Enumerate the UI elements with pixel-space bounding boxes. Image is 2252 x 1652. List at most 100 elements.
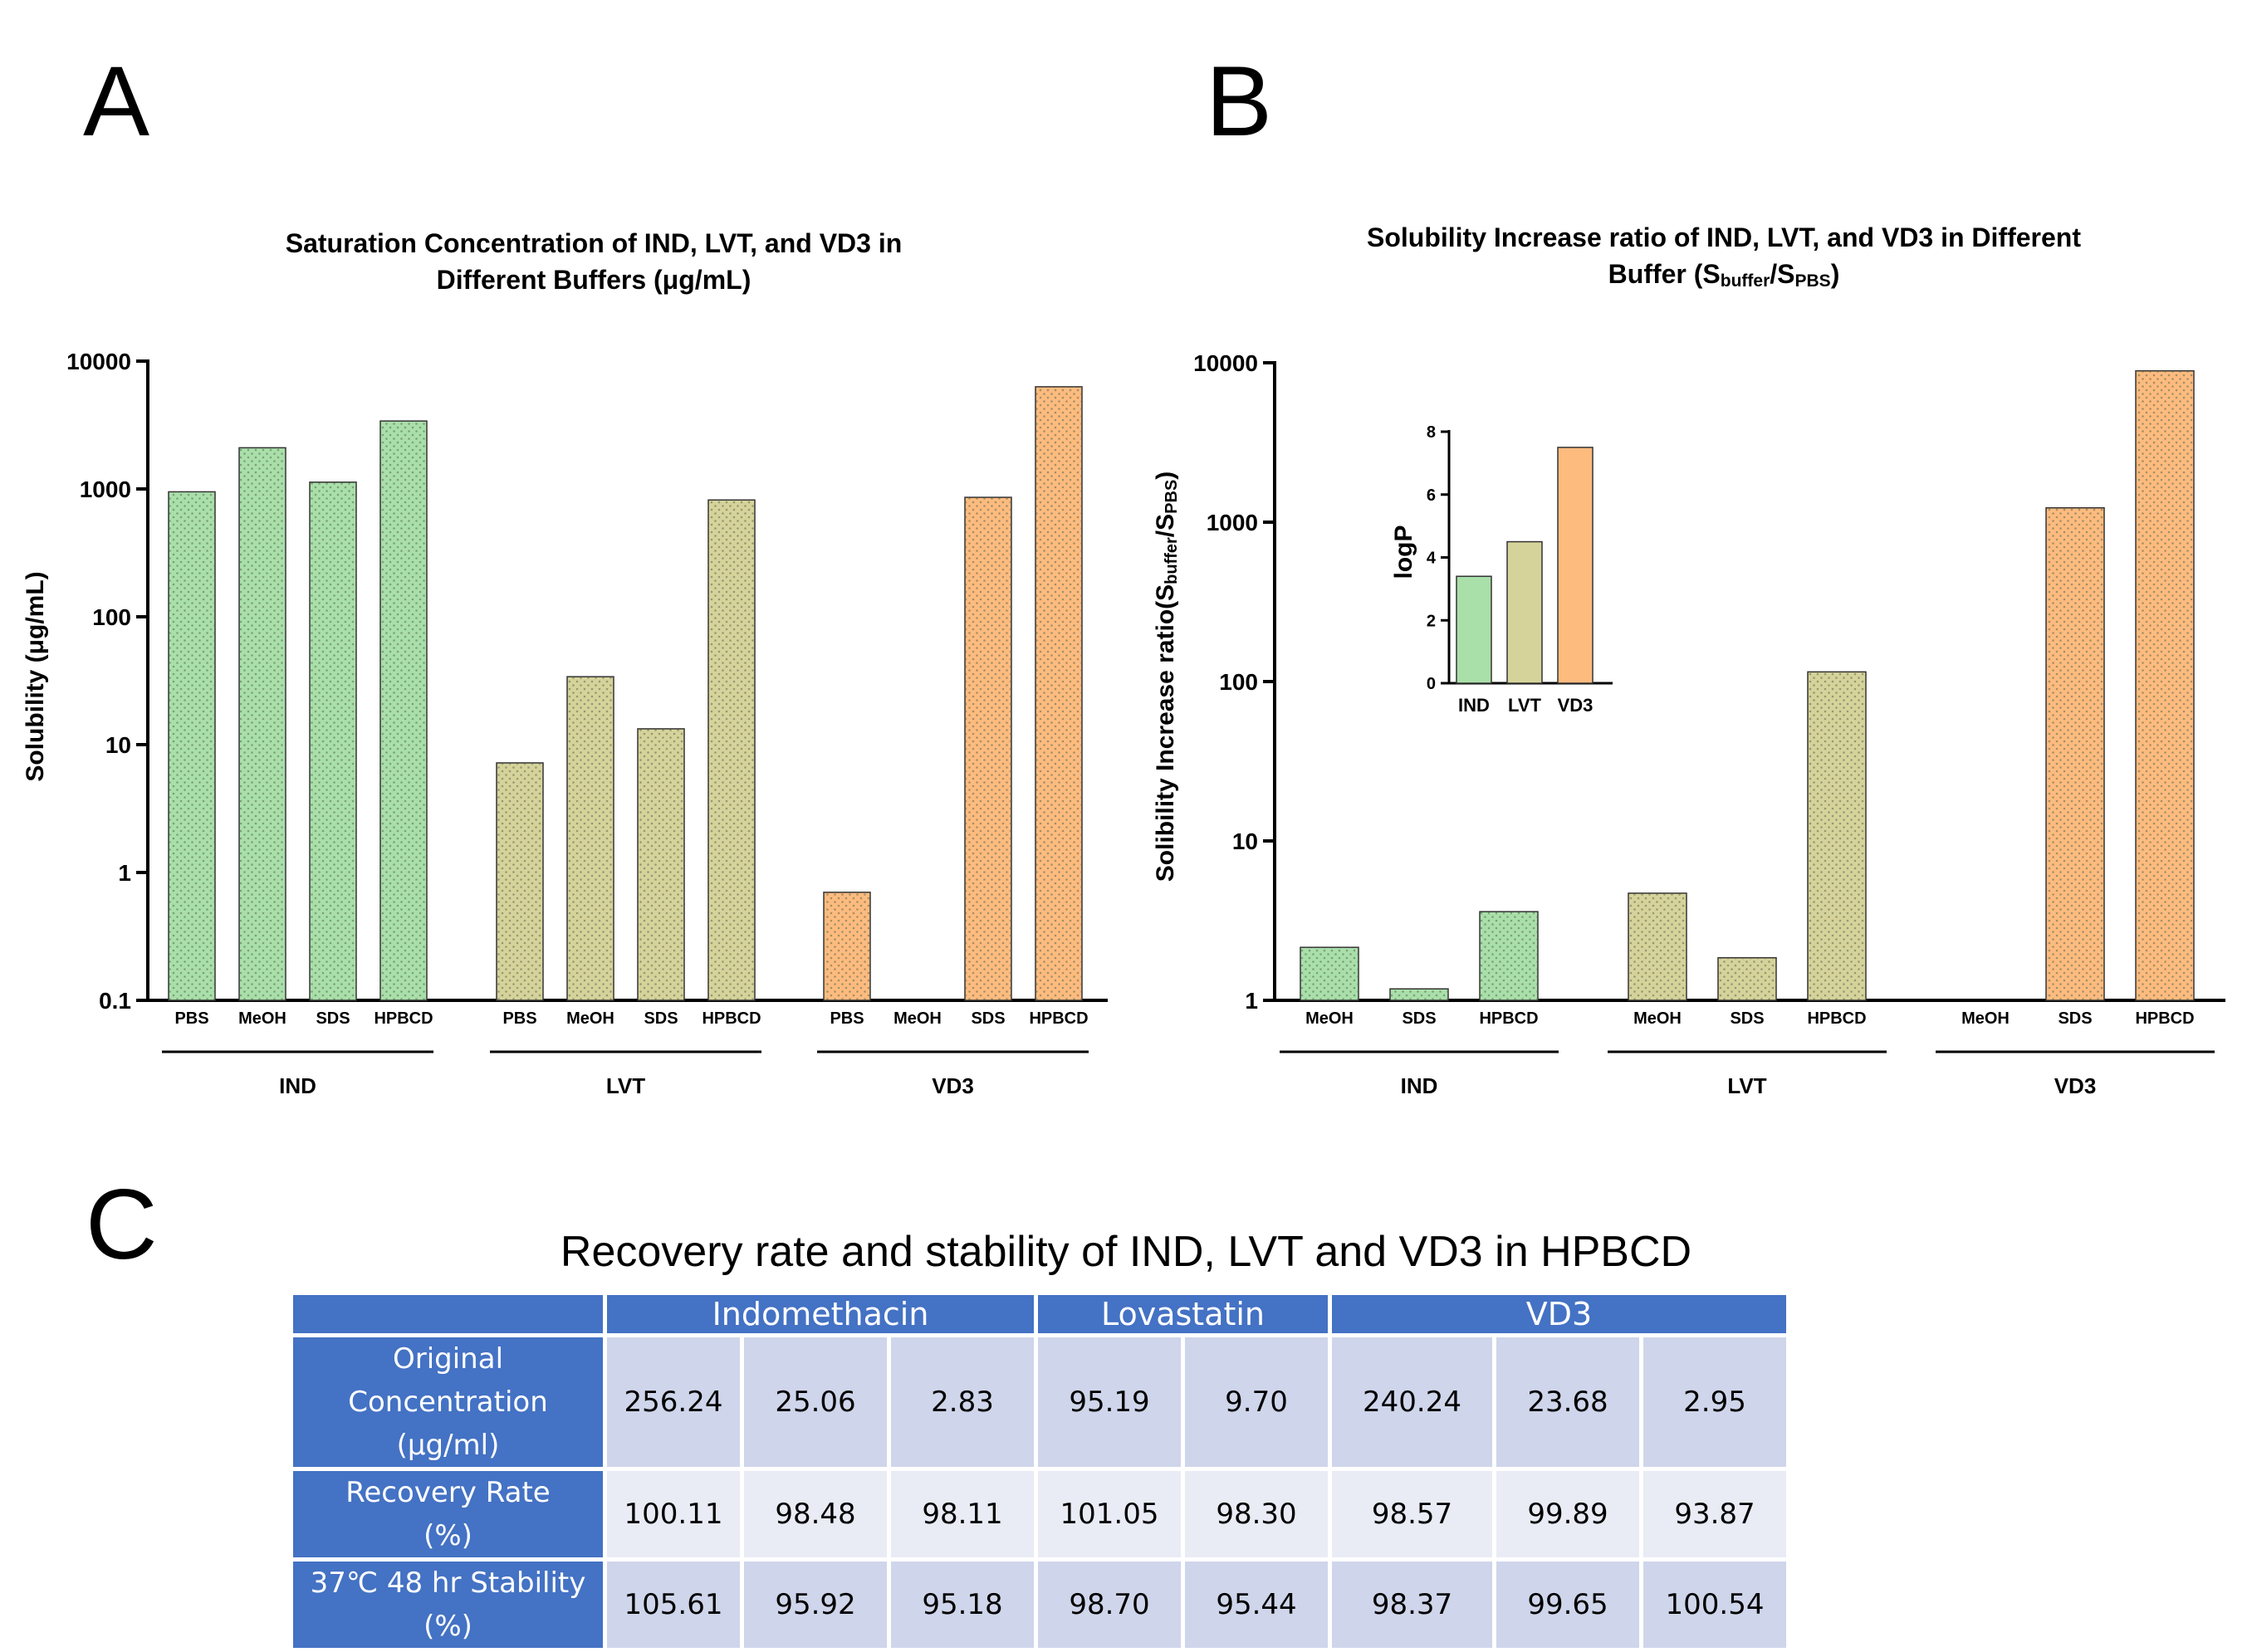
chart-a-category-label: SDS (971, 1009, 1005, 1028)
chart-b-category-label: SDS (1402, 1009, 1436, 1028)
inset-bar (1506, 540, 1543, 684)
inset-bar (1557, 447, 1594, 684)
chart-b-category-label: MeOH (1633, 1009, 1682, 1028)
table-row: Original Concentration (μg/ml) 256.24 25.06 2… (293, 1337, 1786, 1467)
table-row-label-line: (%) (423, 1610, 472, 1643)
table-cell: 98.70 (1038, 1562, 1181, 1648)
table-cell: 95.44 (1185, 1562, 1328, 1648)
inset-ytick-label: 8 (1427, 423, 1436, 442)
table-row-label-line: 37℃ 48 hr Stability (310, 1566, 586, 1600)
chart-b-bar-texture (1480, 912, 1538, 1000)
table-cell: 98.37 (1332, 1562, 1492, 1648)
chart-a-bar-texture (169, 491, 215, 1000)
table-row: 37℃ 48 hr Stability (%) 105.61 95.92 95.18 98… (293, 1562, 1786, 1648)
table-cell: 100.11 (607, 1471, 740, 1557)
chart-a-bar-texture (824, 892, 870, 1000)
chart-a-bar-texture (965, 497, 1011, 1000)
chart-a-bar-texture (708, 500, 755, 1000)
table-cell: 98.48 (744, 1471, 887, 1557)
table-cell: 240.24 (1332, 1337, 1492, 1467)
inset-ytick-label: 4 (1427, 550, 1437, 568)
table-cell: 105.61 (607, 1562, 740, 1648)
chart-a: Saturation Concentration of IND, LVT, an… (22, 228, 1108, 1098)
chart-a-bar-texture (567, 677, 614, 1000)
chart-a-category-label: HPBCD (1029, 1009, 1088, 1028)
table-cell: 98.30 (1185, 1471, 1328, 1557)
chart-a-subtitle: Different Buffers (μg/mL) (437, 265, 751, 295)
inset-category-label: LVT (1508, 695, 1541, 716)
table-cell: 25.06 (744, 1337, 887, 1467)
chart-b-bar-texture (1390, 989, 1448, 1000)
inset-category-label: VD3 (1558, 695, 1594, 716)
table-row: Recovery Rate (%) 100.11 98.48 98.11 101.05 98… (293, 1471, 1786, 1557)
chart-b-ylabel: Solibility Increase ratio(Sbuffer/SPBS) (1152, 472, 1181, 882)
chart-b-category-label: MeOH (1961, 1009, 2010, 1028)
chart-a-category-label: HPBCD (702, 1009, 761, 1028)
chart-a-bar-texture (380, 421, 427, 1001)
table-title: Recovery rate and stability of IND, LVT … (560, 1228, 1692, 1276)
chart-a-bar-texture (239, 447, 286, 1000)
panel-letter-b: B (1206, 46, 1273, 157)
table-header-cell: Lovastatin (1038, 1295, 1328, 1333)
chart-b-bar-texture (1808, 672, 1866, 1000)
chart-inset: logP 8 6 4 2 0 IND LVT VD3 (1390, 423, 1613, 716)
chart-a-bar-texture (1035, 386, 1082, 1000)
table-cell: 2.95 (1643, 1337, 1786, 1467)
chart-a-bar-texture (497, 762, 543, 1000)
chart-b-bar-texture (1718, 957, 1776, 1000)
chart-b-ytick-label: 10000 (1193, 350, 1258, 376)
recovery-table: Indomethacin Lovastatin VD3 Original Concent… (289, 1291, 1790, 1652)
chart-b-ytick-label: 1000 (1207, 510, 1258, 535)
table-row-label-line: (%) (423, 1519, 472, 1552)
chart-b-group-label: LVT (1727, 1073, 1766, 1098)
table-cell: 100.54 (1643, 1562, 1786, 1648)
table-cell: 95.18 (891, 1562, 1034, 1648)
chart-a-category-label: MeOH (566, 1009, 614, 1028)
inset-ytick-label: 2 (1427, 612, 1436, 630)
table-cell: 9.70 (1185, 1337, 1328, 1467)
inset-ylabel: logP (1390, 525, 1417, 579)
chart-a-group-label: VD3 (932, 1073, 974, 1098)
table-cell: 95.92 (744, 1562, 887, 1648)
table-header-row: Indomethacin Lovastatin VD3 (293, 1295, 1786, 1333)
chart-b-group-label: VD3 (2054, 1073, 2097, 1098)
chart-a-category-label: SDS (316, 1009, 350, 1028)
inset-bar (1456, 575, 1492, 684)
chart-a-ytick-label: 0.1 (99, 988, 131, 1014)
chart-b-category-label: HPBCD (1807, 1009, 1866, 1028)
table-row-label: Original Concentration (μg/ml) (293, 1337, 603, 1467)
chart-a-ytick-label: 1000 (80, 477, 131, 502)
chart-b-bar-texture (2046, 507, 2104, 1000)
table-cell: 256.24 (607, 1337, 740, 1467)
table-row-label-line: Original (392, 1342, 504, 1376)
chart-a-bar-texture (310, 481, 356, 1000)
chart-a-title: Saturation Concentration of IND, LVT, an… (286, 228, 903, 258)
chart-a-category-label: PBS (174, 1009, 208, 1028)
chart-a-category-label: SDS (644, 1009, 678, 1028)
chart-b: Solubility Increase ratio of IND, LVT, a… (1152, 222, 2225, 1098)
table-cell: 99.89 (1496, 1471, 1639, 1557)
inset-ytick-label: 6 (1427, 486, 1436, 505)
chart-b-category-label: HPBCD (1479, 1009, 1538, 1028)
chart-b-ytick-label: 1 (1245, 988, 1258, 1014)
chart-a-category-label: HPBCD (374, 1009, 433, 1028)
chart-b-category-label: HPBCD (2135, 1009, 2194, 1028)
chart-a-category-label: PBS (502, 1009, 536, 1028)
chart-a-group-label: IND (279, 1073, 316, 1098)
table-row-label-line: Concentration (348, 1386, 548, 1419)
table-row-label-line: (μg/ml) (396, 1429, 500, 1462)
chart-b-title: Solubility Increase ratio of IND, LVT, a… (1367, 222, 2081, 252)
chart-b-bar-texture (1628, 892, 1687, 1000)
inset-category-label: IND (1458, 695, 1490, 716)
chart-a-bar-texture (638, 728, 684, 1000)
chart-a-category-label: MeOH (893, 1009, 942, 1028)
table-cell: 99.65 (1496, 1562, 1639, 1648)
table-header-cell (293, 1295, 603, 1333)
chart-a-ylabel: Solubility (μg/mL) (22, 571, 49, 781)
table-row-label: 37℃ 48 hr Stability (%) (293, 1562, 603, 1648)
chart-b-bar-texture (2136, 370, 2194, 1000)
table-cell: 98.11 (891, 1471, 1034, 1557)
chart-b-category-label: SDS (1730, 1009, 1764, 1028)
chart-b-ytick-label: 10 (1232, 828, 1258, 854)
table-cell: 98.57 (1332, 1471, 1492, 1557)
